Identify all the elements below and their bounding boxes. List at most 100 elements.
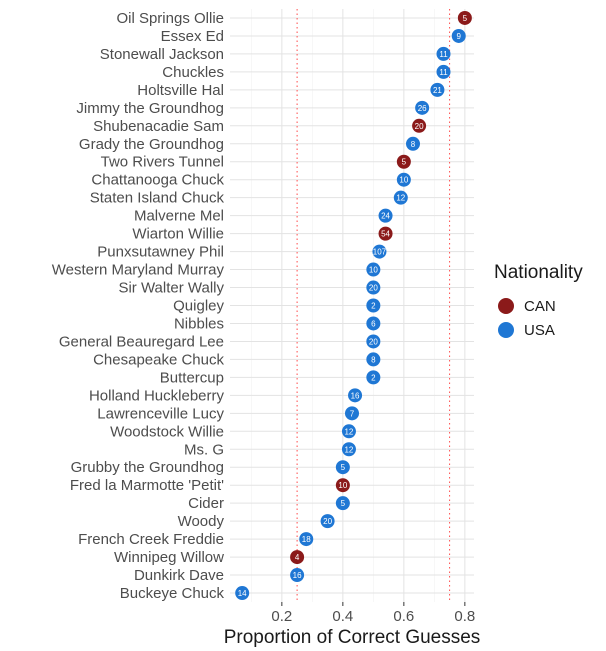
data-point: 20	[366, 334, 381, 349]
point-label: 20	[369, 284, 378, 293]
point-label: 16	[293, 571, 302, 580]
data-point: 18	[299, 532, 314, 547]
y-tick-label: Holtsville Hal	[137, 82, 224, 99]
point-label: 4	[295, 553, 300, 562]
y-tick-label: Staten Island Chuck	[90, 190, 225, 207]
y-tick-label: Two Rivers Tunnel	[101, 154, 224, 171]
point-marker	[320, 514, 335, 529]
point-marker	[378, 226, 393, 241]
point-label: 5	[341, 499, 346, 508]
point-label: 10	[369, 266, 378, 275]
data-point: 10	[366, 262, 381, 277]
point-label: 11	[439, 68, 448, 77]
y-tick-label: Essex Ed	[161, 28, 224, 45]
data-point: 10	[335, 478, 350, 493]
point-label: 20	[323, 517, 332, 526]
data-point: 11	[436, 64, 451, 79]
data-point: 26	[415, 100, 430, 115]
y-tick-label: Wiarton Willie	[132, 226, 224, 243]
x-tick-label: 0.4	[332, 608, 353, 625]
y-tick-label: Lawrenceville Lucy	[97, 405, 224, 422]
data-point: 4	[290, 550, 305, 565]
point-marker	[457, 10, 472, 25]
point-label: 7	[350, 409, 355, 418]
point-marker	[396, 172, 411, 187]
y-tick-label: Grubby the Groundhog	[71, 459, 224, 476]
point-marker	[335, 478, 350, 493]
y-tick-label: Chesapeake Chuck	[93, 351, 224, 368]
point-marker	[366, 334, 381, 349]
y-tick-label: Malverne Mel	[134, 208, 224, 225]
point-marker	[366, 298, 381, 313]
point-marker	[366, 352, 381, 367]
data-point: 11	[436, 46, 451, 61]
data-point: 16	[290, 568, 305, 583]
point-label: 12	[344, 427, 353, 436]
point-marker	[366, 370, 381, 385]
point-label: 8	[371, 355, 376, 364]
legend-label-usa: USA	[524, 321, 555, 339]
data-point: 9	[451, 28, 466, 43]
data-point: 10	[396, 172, 411, 187]
point-label: 16	[351, 391, 360, 400]
point-marker	[341, 424, 356, 439]
point-label: 5	[463, 14, 468, 23]
point-label: 26	[418, 104, 427, 113]
point-label: 107	[373, 248, 387, 257]
y-tick-label: Sir Walter Wally	[118, 280, 224, 297]
y-tick-label: Woody	[178, 513, 225, 530]
point-label: 2	[371, 302, 376, 311]
data-point: 5	[335, 496, 350, 511]
legend-key-usa	[498, 322, 514, 338]
point-label: 21	[433, 86, 442, 95]
point-label: 14	[238, 589, 247, 598]
point-label: 6	[371, 319, 376, 328]
point-marker	[393, 190, 408, 205]
point-label: 54	[381, 230, 390, 239]
point-label: 5	[341, 463, 346, 472]
data-point: 12	[341, 424, 356, 439]
point-marker	[366, 280, 381, 295]
x-tick-label: 0.6	[393, 608, 414, 625]
x-tick-label: 0.2	[271, 608, 292, 625]
legend: Nationality CAN USA	[494, 262, 606, 342]
point-label: 9	[457, 32, 462, 41]
data-point: 12	[393, 190, 408, 205]
point-marker	[290, 568, 305, 583]
data-point: 2	[366, 370, 381, 385]
point-marker	[436, 46, 451, 61]
y-tick-label: Chuckles	[162, 64, 224, 81]
point-marker	[366, 262, 381, 277]
data-point: 54	[378, 226, 393, 241]
y-tick-label: General Beauregard Lee	[59, 333, 224, 350]
y-tick-label: Chattanooga Chuck	[91, 172, 224, 189]
point-marker	[451, 28, 466, 43]
point-label: 10	[399, 176, 408, 185]
data-point: 5	[396, 154, 411, 169]
point-marker	[412, 118, 427, 133]
legend-item-usa: USA	[494, 318, 606, 342]
point-marker	[436, 64, 451, 79]
y-tick-label: Holland Huckleberry	[89, 387, 225, 404]
data-point: 6	[366, 316, 381, 331]
data-point: 20	[320, 514, 335, 529]
point-marker	[335, 496, 350, 511]
grid-layer	[230, 9, 474, 602]
point-marker	[396, 154, 411, 169]
point-marker	[430, 82, 445, 97]
y-tick-label: Stonewall Jackson	[100, 46, 224, 63]
point-marker	[348, 388, 363, 403]
point-marker	[372, 244, 387, 259]
point-marker	[366, 316, 381, 331]
point-marker	[415, 100, 430, 115]
y-tick-label: Shubenacadie Sam	[93, 118, 224, 135]
data-point: 20	[366, 280, 381, 295]
data-point: 20	[412, 118, 427, 133]
point-marker	[341, 442, 356, 457]
point-label: 10	[338, 481, 347, 490]
point-marker	[235, 586, 250, 601]
data-point: 7	[345, 406, 359, 421]
y-tick-label: Grady the Groundhog	[79, 136, 224, 153]
